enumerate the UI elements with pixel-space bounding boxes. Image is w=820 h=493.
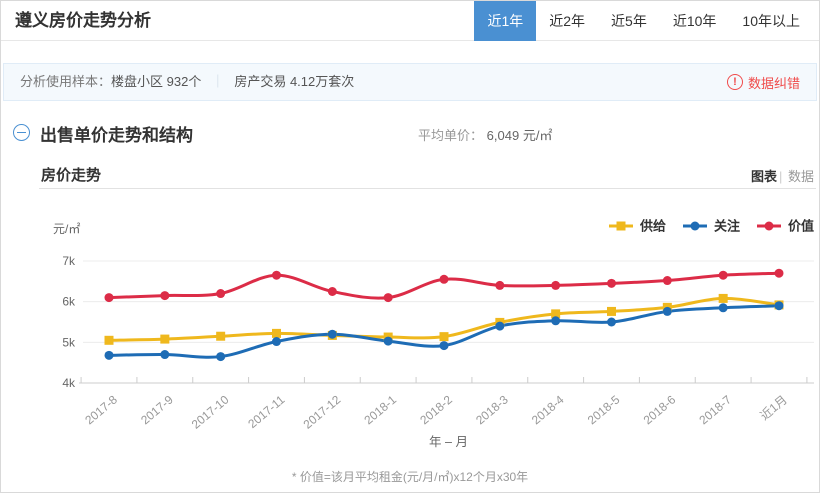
data-point [160,350,170,360]
sample-communities: 楼盘小区 932个 [111,74,202,89]
chart-card-header: 房价走势 图表 | 数据 [39,164,816,189]
data-point [271,328,281,338]
data-point [551,280,561,290]
data-point [327,287,337,296]
data-point [104,293,114,303]
x-axis-tick-label: 2018-5 [585,392,623,427]
y-axis-tick-label: 7k [62,254,76,268]
tab-10years[interactable]: 近10年 [672,13,717,29]
average-price: 平均单价： 6,049 元/㎡ [418,125,552,144]
value-formula-footnote: * 价值=该月平均租金(元/月/㎡)x12个月x30年 [291,470,529,484]
x-axis-tick-label: 2018-2 [417,392,455,427]
x-axis-tick-label: 2018-7 [696,392,734,427]
data-point [718,293,728,303]
data-point [495,321,505,331]
page-title: 遵义房价走势分析 [15,11,151,30]
data-point [271,337,281,347]
x-axis-tick-label: 2017-8 [82,392,120,427]
view-switch-divider: | [778,169,783,184]
tab-over-10years[interactable]: 10年以上 [742,13,800,29]
data-point [439,341,449,351]
x-axis-tick-label: 2017-9 [138,392,176,427]
x-axis-tick-label: 近1月 [757,393,790,423]
price-trend-chart: 4k 5k 6k 7k 元/㎡ 2017-8 2017-9 2017-10 2017-11 201… [53,219,814,450]
y-axis-tick-label: 6k [62,295,76,309]
data-point [160,334,170,344]
data-point [662,276,672,286]
legend-item-价值[interactable]: 价值 [757,219,814,234]
data-point [104,350,114,360]
chart-area: 4k 5k 6k 7k 元/㎡ 2017-8 2017-9 2017-10 2017-11 201… [41,193,816,463]
data-point [718,270,728,280]
sample-info-text: 分析使用样本：楼盘小区 932个 ｜ 房产交易 4.12万套次 [20,64,354,100]
data-point [718,303,728,313]
y-axis-tick-label: 5k [62,335,76,349]
data-point [774,301,784,311]
svg-text:关注: 关注 [714,219,740,234]
x-axis-tick-label: 2017-10 [189,392,232,431]
view-chart-button[interactable]: 图表 [750,169,777,184]
data-point [606,317,616,327]
view-switch: 图表 | 数据 [751,166,814,185]
view-data-button[interactable]: 数据 [787,169,814,184]
data-point [439,274,449,284]
data-point [662,306,672,316]
x-axis-tick-label: 2018-4 [529,392,567,427]
sample-separator: ｜ [211,74,225,89]
collapse-minus-icon[interactable] [13,124,30,141]
average-price-label: 平均单价： [418,128,484,143]
average-price-value: 6,049 [486,128,520,143]
x-axis-tick-label: 2018-3 [473,392,511,427]
data-point [327,329,337,339]
tab-5years[interactable]: 近5年 [611,13,647,29]
section-title: 出售单价走势和结构 [40,126,193,145]
data-point [551,309,561,319]
sample-label: 分析使用样本： [20,74,112,89]
average-price-unit: 元/㎡ [522,128,553,143]
data-point [774,268,784,278]
tab-1year[interactable]: 近1年 [474,1,537,41]
legend-item-关注[interactable]: 关注 [683,219,740,234]
x-axis-tick-label: 2018-6 [641,392,679,427]
data-point [216,352,226,362]
data-correction-button[interactable]: ! 数据纠错 [726,64,800,100]
x-axis-tick-label: 2018-1 [361,392,399,427]
warning-icon: ! [726,74,743,90]
x-axis-tick-label: 2017-11 [245,392,287,431]
data-point [383,293,393,303]
svg-text:供给: 供给 [639,219,666,234]
page-header: 遵义房价走势分析 近1年 近2年 近5年 近10年 10年以上 [1,1,819,41]
chart-card-title: 房价走势 [41,167,102,184]
data-point [606,278,616,288]
data-point [104,335,114,345]
svg-text:价值: 价值 [788,219,814,234]
data-point [439,332,449,342]
data-point [606,306,616,316]
data-point [160,291,170,301]
data-point [271,270,281,280]
x-axis-tick-label: 2017-12 [301,392,344,431]
data-point [216,289,226,299]
data-correction-label: 数据纠错 [747,75,800,91]
y-axis-unit-label: 元/㎡ [53,222,80,236]
data-point [495,280,505,290]
tab-2years[interactable]: 近2年 [549,13,586,29]
data-point [551,316,561,326]
data-point [383,336,393,346]
sample-info-bar: 分析使用样本：楼盘小区 932个 ｜ 房产交易 4.12万套次 ! 数据纠错 [3,63,817,101]
y-axis-tick-label: 4k [62,376,76,390]
time-range-tabs: 近1年 近2年 近5年 近10年 10年以上 [474,1,813,41]
sample-transactions: 房产交易 4.12万套次 [234,74,355,89]
x-axis-title: 年 – 月 [429,435,468,449]
data-point [216,331,226,341]
section-header: 出售单价走势和结构 平均单价： 6,049 元/㎡ [13,121,807,149]
legend-item-供给[interactable]: 供给 [609,219,666,234]
